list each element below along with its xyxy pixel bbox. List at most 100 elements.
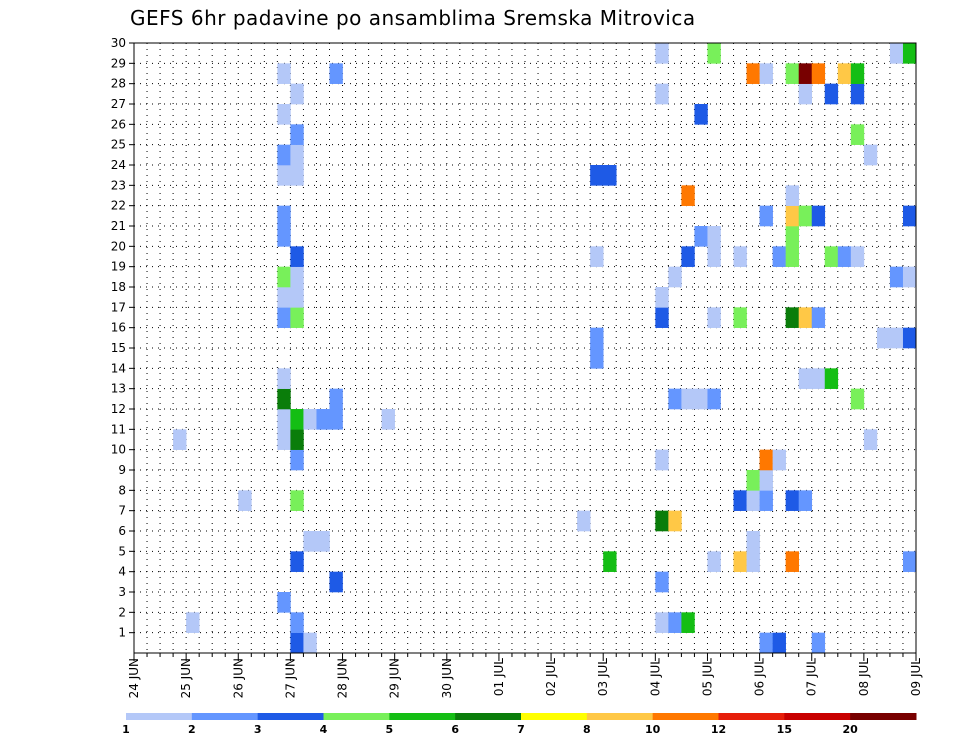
heatmap-cell <box>746 470 760 491</box>
chart-title: GEFS 6hr padavine po ansamblima Sremska … <box>130 6 696 30</box>
heatmap-cell <box>173 429 187 450</box>
y-tick-label: 2 <box>118 605 126 619</box>
y-tick-label: 3 <box>118 585 126 599</box>
heatmap-cell <box>277 592 291 613</box>
heatmap-cell <box>707 551 721 572</box>
heatmap-cell <box>329 571 343 593</box>
heatmap-cell <box>290 551 304 572</box>
heatmap-cell <box>746 531 760 552</box>
heatmap-cell <box>707 388 721 410</box>
heatmap-cell <box>186 612 200 633</box>
legend-swatch <box>257 713 324 720</box>
heatmap-cell <box>655 287 669 308</box>
heatmap-cell <box>290 165 304 186</box>
y-tick-label: 16 <box>111 321 126 335</box>
heatmap-cell <box>603 551 617 572</box>
heatmap-cell <box>277 165 291 186</box>
x-axis: 24 JUN 25 JUN 26 JUN 27 JUN 28 JUN 29 JUN 30 J… <box>127 653 923 698</box>
heatmap-cell <box>850 83 865 105</box>
heatmap-cell <box>811 205 826 227</box>
heatmap-cell <box>303 531 317 552</box>
x-tick-label: 28 JUN <box>336 658 350 698</box>
y-tick-label: 5 <box>118 544 126 558</box>
legend-label: 2 <box>188 723 196 736</box>
color-legend: 1 2 3 4 5 6 7 8 10 12 15 20 <box>122 713 917 736</box>
heatmap-cell <box>655 307 669 328</box>
heatmap-cell <box>785 205 799 227</box>
y-axis: 1234567891011121314151617181920212223242… <box>111 36 134 640</box>
legend-swatch <box>784 713 851 720</box>
heatmap-cell <box>759 470 773 491</box>
legend-label: 8 <box>583 723 591 736</box>
heatmap-cell <box>290 307 304 328</box>
heatmap-cells <box>173 43 917 654</box>
heatmap-cell <box>863 144 878 166</box>
heatmap-cell <box>655 612 669 633</box>
heatmap-cell <box>785 226 799 247</box>
heatmap-cell <box>707 246 721 267</box>
heatmap-cell <box>655 43 669 64</box>
y-tick-label: 19 <box>111 260 126 274</box>
heatmap-cell <box>837 246 852 267</box>
heatmap-cell <box>746 490 760 511</box>
heatmap-cell <box>277 307 291 328</box>
y-tick-label: 23 <box>111 178 126 192</box>
y-tick-label: 27 <box>111 97 126 111</box>
heatmap-cell <box>277 409 291 430</box>
heatmap-cell <box>329 409 343 430</box>
heatmap-cell <box>759 449 773 471</box>
heatmap-cell <box>590 348 604 369</box>
heatmap-cell <box>837 63 852 84</box>
heatmap-cell <box>811 307 826 328</box>
heatmap-cell <box>668 266 682 288</box>
heatmap-cell <box>277 205 291 227</box>
y-tick-label: 24 <box>111 158 126 172</box>
heatmap-cell <box>277 287 291 308</box>
heatmap-cell <box>746 63 760 84</box>
legend-swatch <box>389 713 456 720</box>
heatmap-cell <box>277 429 291 450</box>
y-tick-label: 26 <box>111 117 126 131</box>
y-tick-label: 14 <box>111 361 126 375</box>
heatmap-cell <box>785 246 799 267</box>
y-tick-label: 8 <box>118 483 126 497</box>
heatmap-cell <box>850 124 865 145</box>
x-tick-label: 08 JUL <box>857 658 871 696</box>
heatmap-cell <box>681 185 695 206</box>
heatmap-cell <box>798 307 813 328</box>
heatmap-cell <box>590 165 604 186</box>
heatmap-cell <box>694 388 708 410</box>
heatmap-cell <box>290 409 304 430</box>
heatmap-cell <box>290 429 304 450</box>
heatmap-cell <box>850 63 865 84</box>
heatmap-cell <box>577 510 591 532</box>
heatmap-cell <box>824 368 839 389</box>
heatmap-cell <box>798 490 813 511</box>
heatmap-cell <box>316 409 330 430</box>
legend-label: 20 <box>843 723 859 736</box>
heatmap-cell <box>772 449 786 471</box>
heatmap-cell <box>277 388 291 410</box>
heatmap-cell <box>238 490 252 511</box>
x-tick-label: 27 JUN <box>283 658 297 698</box>
heatmap-cell <box>811 368 826 389</box>
heatmap-cell <box>824 246 839 267</box>
x-tick-label: 05 JUL <box>700 658 714 696</box>
heatmap-cell <box>303 409 317 430</box>
heatmap-cell <box>694 104 708 125</box>
legend-swatch <box>850 713 917 720</box>
x-tick-label: 24 JUN <box>127 658 141 698</box>
legend-label: 10 <box>645 723 661 736</box>
heatmap-cell <box>889 266 904 288</box>
y-tick-label: 29 <box>111 56 126 70</box>
legend-swatch <box>323 713 390 720</box>
legend-swatch <box>455 713 522 720</box>
x-tick-label: 06 JUL <box>753 658 767 696</box>
heatmap-cell <box>290 144 304 166</box>
heatmap-cell <box>707 43 721 64</box>
y-tick-label: 9 <box>118 463 126 477</box>
x-tick-label: 07 JUL <box>805 658 819 696</box>
heatmap-cell <box>681 246 695 267</box>
legend-swatch <box>586 713 654 720</box>
